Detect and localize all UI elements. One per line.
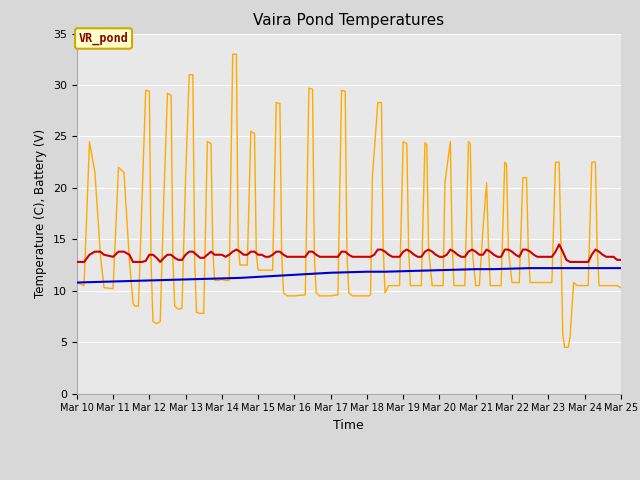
X-axis label: Time: Time: [333, 419, 364, 432]
Title: Vaira Pond Temperatures: Vaira Pond Temperatures: [253, 13, 444, 28]
Y-axis label: Temperature (C), Battery (V): Temperature (C), Battery (V): [35, 129, 47, 298]
Legend: Water_temp, PanelT_pond, BattV_pond: Water_temp, PanelT_pond, BattV_pond: [159, 479, 539, 480]
Text: VR_pond: VR_pond: [79, 32, 129, 45]
